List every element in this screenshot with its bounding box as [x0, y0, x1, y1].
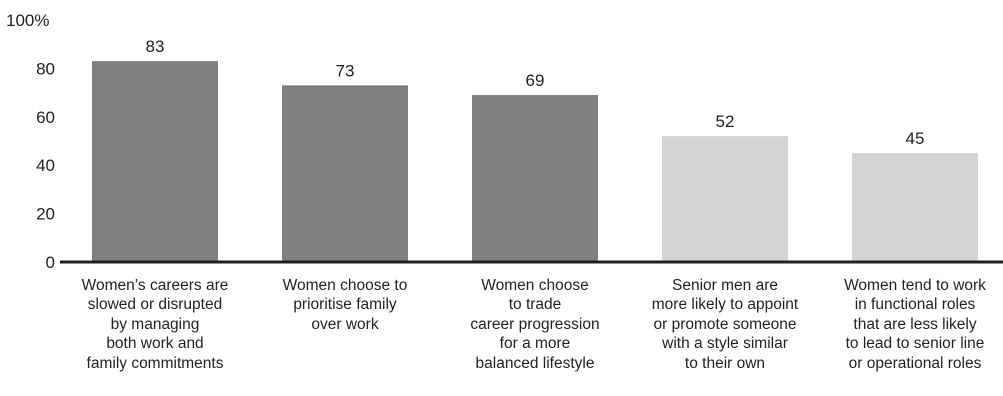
data-labels: 83 73 69 52 45 [146, 37, 925, 148]
y-tick-label: 80 [36, 59, 55, 78]
y-tick-label: 0 [46, 253, 55, 272]
bar-value-label: 45 [906, 129, 925, 148]
bar [282, 85, 408, 262]
bar-value-label: 69 [526, 71, 545, 90]
bar-value-label: 52 [716, 112, 735, 131]
bar [662, 136, 788, 262]
bar-value-label: 73 [336, 61, 355, 80]
y-axis: 0 20 40 60 80 100% [6, 11, 55, 272]
y-tick-label: 20 [36, 205, 55, 224]
bar-value-label: 83 [146, 37, 165, 56]
y-tick-label: 60 [36, 108, 55, 127]
y-tick-label: 100% [6, 11, 49, 30]
bar [472, 95, 598, 263]
category-label: Women choose to trade career progression… [470, 277, 600, 372]
category-label: Senior men are more likely to appoint or… [651, 277, 799, 372]
bars [92, 61, 978, 263]
bar [92, 61, 218, 262]
category-label: Women’s careers are slowed or disrupted … [81, 277, 229, 372]
category-label: Women choose to prioritise family over w… [282, 277, 408, 333]
category-label: Women tend to work in functional roles t… [844, 277, 986, 372]
y-tick-label: 40 [36, 156, 55, 175]
bar [852, 153, 978, 262]
